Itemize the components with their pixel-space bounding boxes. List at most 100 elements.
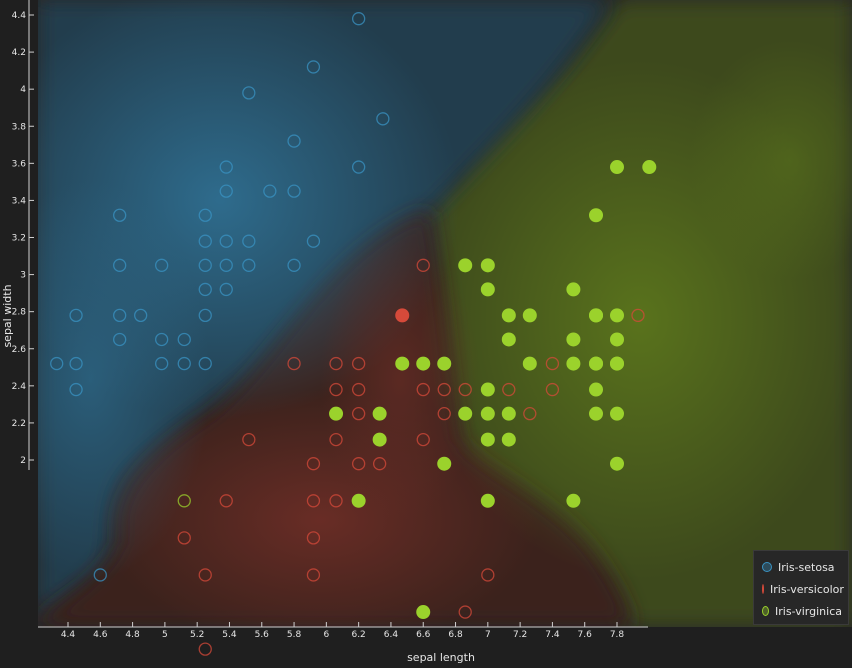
point-virginica (610, 356, 624, 371)
point-virginica (177, 494, 191, 508)
y-tick-label: 4 (20, 85, 26, 95)
legend-label-versicolor: Iris-versicolor (770, 582, 844, 596)
point-virginica (372, 432, 387, 447)
point-versicolor (502, 382, 516, 397)
point-setosa (69, 356, 83, 371)
x-tick-label: 7 (485, 630, 491, 640)
y-tick-label: 2.8 (12, 308, 27, 318)
point-versicolor (458, 382, 472, 397)
y-tick-label: 3.2 (12, 234, 26, 244)
data-points (50, 12, 657, 656)
x-tick-label: 7.8 (610, 630, 625, 640)
x-tick-label: 5.8 (287, 630, 302, 640)
point-setosa (287, 134, 301, 148)
point-versicolor (631, 308, 645, 323)
point-setosa (263, 184, 277, 198)
point-setosa (198, 308, 212, 323)
point-setosa (198, 208, 212, 222)
point-versicolor (306, 494, 321, 508)
point-setosa (351, 12, 366, 26)
point-versicolor (177, 531, 191, 545)
point-setosa (69, 308, 83, 323)
point-setosa (198, 234, 212, 248)
point-versicolor (458, 605, 472, 619)
point-virginica (501, 332, 516, 347)
point-virginica (372, 406, 387, 421)
point-setosa (219, 258, 233, 272)
glow-virginica-top (690, 40, 852, 280)
point-virginica (642, 160, 657, 175)
point-virginica (589, 308, 604, 323)
point-virginica (566, 356, 581, 371)
point-versicolor (351, 457, 366, 471)
point-versicolor (523, 406, 537, 421)
point-setosa (155, 356, 169, 371)
x-tick-label: 5.4 (222, 630, 237, 640)
probability-regions (38, 0, 852, 627)
point-setosa (242, 258, 256, 272)
point-versicolor (351, 406, 366, 421)
point-virginica (501, 432, 516, 447)
point-versicolor (306, 568, 321, 582)
x-axis-title: sepal length (407, 651, 475, 664)
point-versicolor (329, 356, 343, 371)
x-tick-label: 4.8 (125, 630, 140, 640)
point-virginica (437, 356, 452, 371)
point-virginica (522, 308, 537, 323)
x-tick-label: 6.4 (384, 630, 399, 640)
point-versicolor (351, 382, 366, 397)
point-versicolor (242, 432, 256, 447)
point-setosa (113, 208, 127, 222)
point-versicolor (198, 568, 212, 582)
point-setosa (177, 356, 191, 371)
point-setosa (134, 308, 148, 323)
point-virginica (589, 382, 604, 397)
point-setosa (219, 184, 233, 198)
point-setosa (69, 382, 83, 397)
legend-label-virginica: Iris-virginica (775, 604, 842, 618)
x-tick-label: 5.2 (190, 630, 204, 640)
x-tick-label: 4.6 (93, 630, 108, 640)
x-tick-label: 6.8 (448, 630, 463, 640)
point-versicolor (416, 432, 430, 447)
point-virginica (610, 456, 624, 471)
point-virginica (480, 493, 495, 508)
point-setosa (242, 234, 256, 248)
point-versicolor (395, 308, 410, 323)
legend-item-versicolor: Iris-versicolor (760, 578, 844, 600)
point-virginica (437, 456, 452, 471)
point-setosa (93, 568, 107, 582)
point-setosa (287, 184, 301, 198)
x-tick-label: 4.4 (61, 630, 76, 640)
point-virginica (566, 493, 581, 508)
x-tick-label: 6 (323, 630, 329, 640)
y-tick-label: 3.4 (12, 196, 27, 206)
y-tick-label: 2.4 (12, 382, 27, 392)
point-setosa (113, 332, 127, 347)
point-versicolor (329, 494, 343, 508)
point-virginica (610, 406, 624, 421)
point-virginica (329, 406, 344, 421)
point-setosa (113, 258, 127, 272)
point-virginica (501, 308, 516, 323)
point-virginica (501, 406, 516, 421)
point-setosa (242, 86, 256, 100)
point-setosa (198, 258, 212, 272)
legend-label-setosa: Iris-setosa (778, 560, 835, 574)
point-virginica (416, 605, 431, 620)
point-versicolor (306, 531, 321, 545)
y-ticks: 2 2.2 2.4 2.6 2.8 3 3.2 3.4 3.6 3.8 4 4.2 4.4 (12, 11, 34, 466)
y-tick-label: 2 (20, 456, 26, 466)
legend-item-setosa: Iris-setosa (760, 556, 842, 578)
x-ticks: 4.4 4.6 4.8 5 5.2 5.4 5.6 5.8 6 6.2 6.4 6.6 6.8 7 7.2 7… (61, 622, 625, 640)
point-versicolor (437, 382, 451, 397)
point-versicolor (416, 382, 430, 397)
point-virginica (589, 406, 604, 421)
point-versicolor (287, 356, 301, 371)
point-versicolor (329, 382, 343, 397)
point-versicolor (372, 457, 387, 471)
point-virginica (395, 356, 410, 371)
point-virginica (566, 282, 581, 297)
